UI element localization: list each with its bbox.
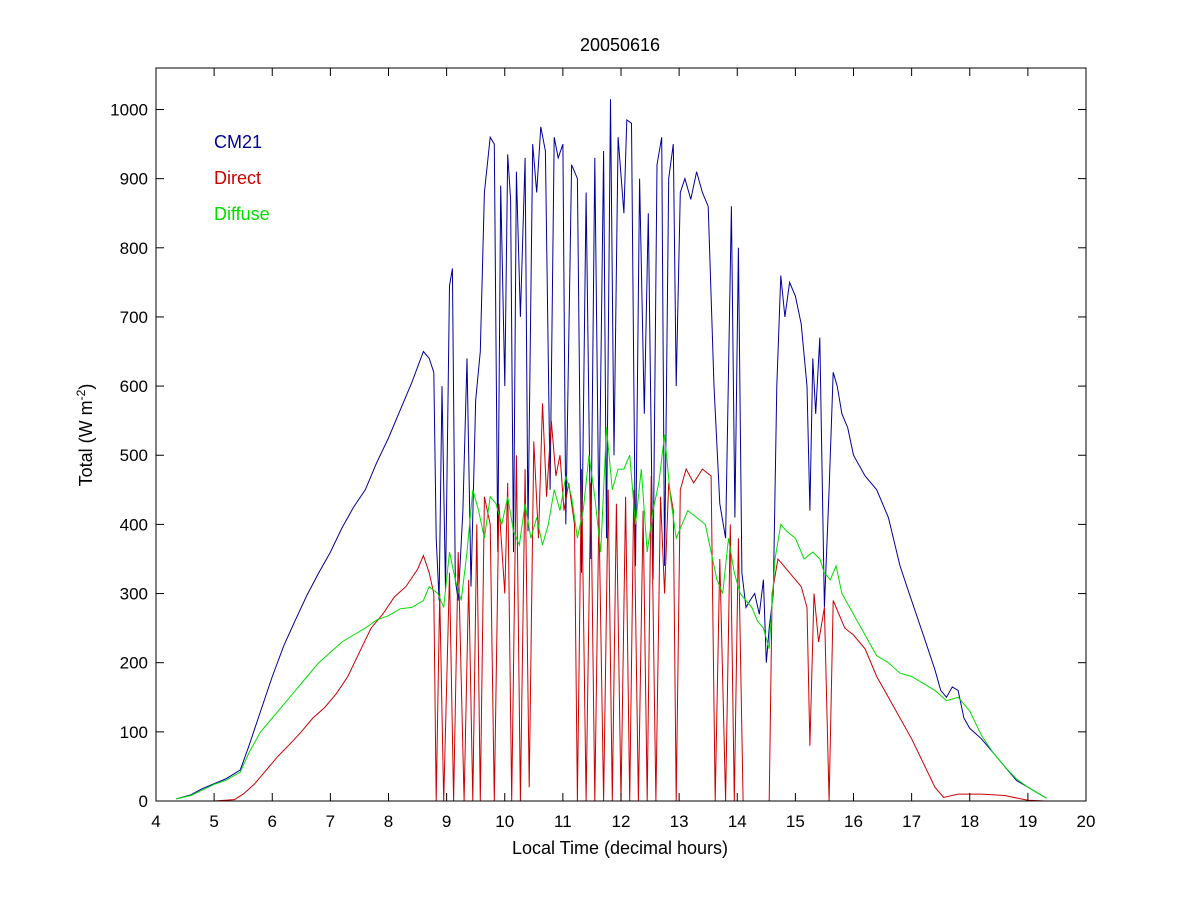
series-line-direct bbox=[176, 403, 1046, 802]
x-tick-label: 5 bbox=[209, 812, 218, 831]
legend: CM21 Direct Diffuse bbox=[214, 132, 270, 224]
y-tick-label: 500 bbox=[120, 446, 148, 465]
axes: 4 5 6 7 8 9 10 11 12 13 14 15 16 17 18 19 20010020030040… bbox=[110, 67, 1096, 831]
x-tick-label: 15 bbox=[786, 812, 805, 831]
x-tick-label: 9 bbox=[442, 812, 451, 831]
y-axis-label-close: ) bbox=[76, 384, 96, 390]
x-tick-label: 7 bbox=[326, 812, 335, 831]
y-axis-label-superscript: -2 bbox=[74, 389, 88, 400]
x-tick-label: 12 bbox=[612, 812, 631, 831]
series-line-diffuse bbox=[176, 427, 1047, 800]
x-tick-label: 19 bbox=[1018, 812, 1037, 831]
x-tick-label: 18 bbox=[960, 812, 979, 831]
legend-entry-cm21: CM21 bbox=[214, 132, 262, 152]
y-tick-label: 900 bbox=[120, 170, 148, 189]
y-tick-label: 200 bbox=[120, 654, 148, 673]
legend-entry-diffuse: Diffuse bbox=[214, 204, 270, 224]
x-tick-label: 17 bbox=[902, 812, 921, 831]
y-axis-label: Total (W m-2) bbox=[74, 384, 96, 487]
y-tick-label: 800 bbox=[120, 239, 148, 258]
x-tick-label: 20 bbox=[1077, 812, 1096, 831]
x-tick-label: 6 bbox=[268, 812, 277, 831]
series-line-cm21 bbox=[176, 99, 1047, 800]
y-tick-label: 1000 bbox=[110, 100, 148, 119]
x-tick-label: 16 bbox=[844, 812, 863, 831]
plot-lines bbox=[176, 99, 1047, 802]
y-tick-label: 400 bbox=[120, 515, 148, 534]
chart-title: 20050616 bbox=[580, 35, 660, 55]
y-tick-label: 100 bbox=[120, 723, 148, 742]
x-tick-label: 8 bbox=[384, 812, 393, 831]
x-tick-label: 4 bbox=[151, 812, 160, 831]
legend-entry-direct: Direct bbox=[214, 168, 261, 188]
x-tick-label: 11 bbox=[554, 812, 572, 831]
y-tick-label: 700 bbox=[120, 308, 148, 327]
y-axis-label-main: Total (W m bbox=[76, 400, 96, 486]
y-tick-label: 300 bbox=[120, 585, 148, 604]
x-axis-label: Local Time (decimal hours) bbox=[512, 838, 728, 858]
x-tick-label: 14 bbox=[728, 812, 747, 831]
x-tick-label: 10 bbox=[495, 812, 514, 831]
y-tick-label: 600 bbox=[120, 377, 148, 396]
y-tick-label: 0 bbox=[139, 792, 148, 811]
x-tick-label: 13 bbox=[670, 812, 689, 831]
